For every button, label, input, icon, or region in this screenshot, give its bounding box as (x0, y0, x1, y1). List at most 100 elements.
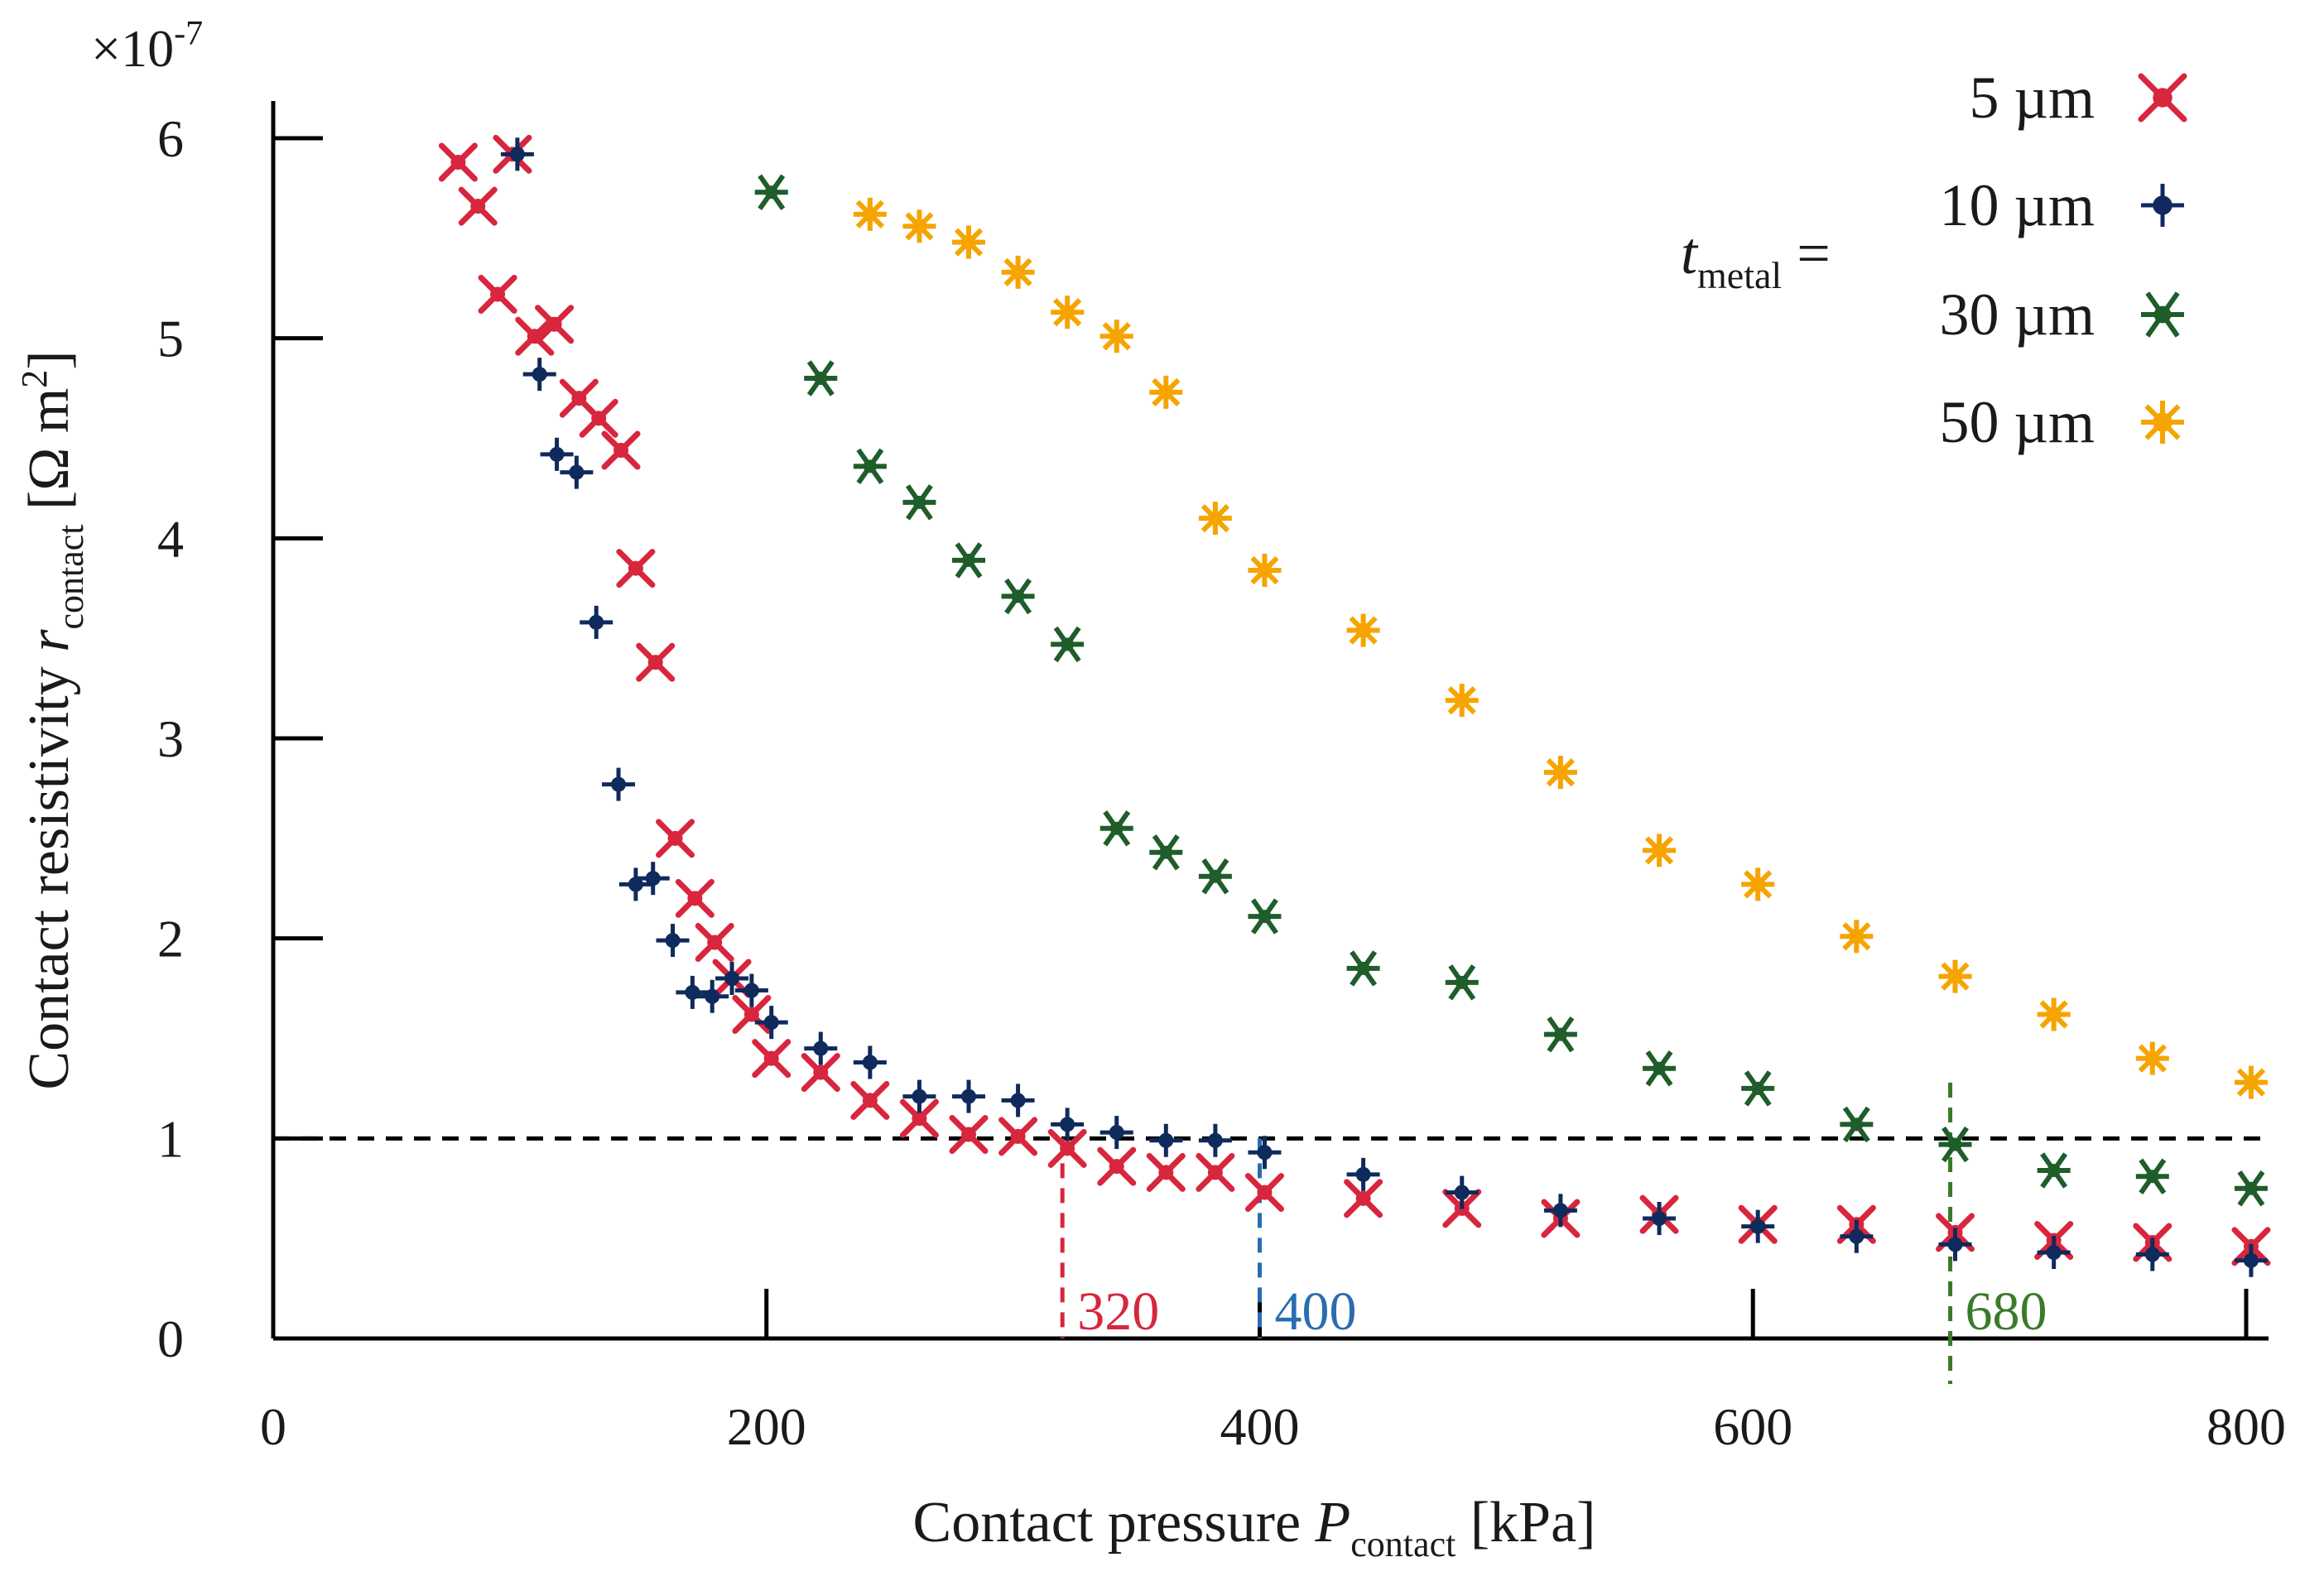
data-point (1643, 1050, 1677, 1087)
data-point (1643, 1202, 1677, 1235)
data-point (602, 767, 636, 801)
legend: tmetal = 5 µm 10 µm 30 µm 50 µm (1681, 65, 2187, 455)
data-point (1001, 578, 1035, 615)
x-axis-title: Contact pressure Pcontact [kPa] (913, 1491, 1596, 1564)
y-tick-label: 0 (157, 1309, 184, 1368)
data-point (1543, 1194, 1577, 1228)
data-point (1248, 1136, 1282, 1170)
data-point (1196, 1152, 1235, 1192)
data-point (734, 973, 768, 1007)
x-tick-label: 600 (1713, 1397, 1792, 1456)
data-point (1346, 1157, 1380, 1191)
data-point (902, 1079, 936, 1113)
legend-marker (2141, 401, 2184, 444)
legend-label: 30 µm (1940, 281, 2095, 348)
legend-label: 5 µm (1970, 65, 2095, 131)
data-point (618, 867, 652, 901)
data-point (732, 995, 772, 1034)
x-tick-label: 200 (727, 1397, 806, 1456)
data-point (850, 1080, 890, 1120)
legend-marker (2141, 291, 2184, 338)
y-tick-label: 1 (157, 1109, 184, 1168)
data-point (2135, 1237, 2169, 1271)
data-point (754, 174, 788, 210)
data-point (616, 549, 656, 589)
data-point (1248, 554, 1282, 587)
data-point (853, 448, 887, 485)
data-point (1445, 684, 1479, 718)
x-tick-label: 800 (2206, 1397, 2286, 1456)
legend-item: 50 µm (1940, 389, 2184, 455)
data-point (1938, 959, 1972, 993)
data-point (1543, 1016, 1577, 1053)
legend-label: 10 µm (1940, 172, 2095, 238)
data-point (998, 1117, 1038, 1156)
data-point (902, 209, 936, 243)
data-point (2234, 1243, 2268, 1277)
data-point (1047, 1128, 1087, 1168)
data-point (458, 186, 498, 226)
data-point (579, 398, 618, 438)
data-point (1198, 858, 1232, 895)
annotation-layer: 320 400 680 (1060, 1083, 2047, 1384)
series-2 (754, 174, 2268, 1207)
data-point (540, 437, 574, 471)
legend-item: 10 µm (1940, 172, 2184, 238)
legend-marker (2138, 73, 2187, 123)
data-point (656, 924, 690, 958)
data-point (1099, 810, 1133, 847)
data-point (1741, 1209, 1775, 1243)
data-point (1149, 375, 1183, 409)
data-point (1840, 1106, 1874, 1143)
series-3 (853, 197, 2268, 1099)
points-layer (438, 134, 2271, 1277)
data-point (853, 197, 887, 231)
data-point (1840, 920, 1874, 954)
data-point (636, 862, 670, 896)
data-point (804, 360, 838, 396)
data-point (1938, 1126, 1972, 1163)
data-point (1346, 613, 1380, 647)
y-multiplier: ×10-7 (91, 15, 203, 78)
data-point (952, 1079, 986, 1113)
data-point (2037, 1152, 2071, 1189)
x-tick-label: 400 (1220, 1397, 1300, 1456)
data-point (1741, 867, 1775, 901)
data-point (1149, 1123, 1183, 1157)
data-point (1248, 898, 1282, 935)
data-point (438, 142, 478, 182)
data-point (1051, 626, 1085, 663)
legend-label: 50 µm (1940, 389, 2095, 455)
data-point (899, 1098, 939, 1138)
data-point (535, 305, 575, 344)
data-point (1741, 1070, 1775, 1107)
data-point (952, 542, 986, 579)
legend-marker (2141, 184, 2184, 227)
y-tick-label: 6 (157, 109, 184, 168)
data-point (676, 975, 710, 1009)
y-ticks: 0 1 2 3 4 5 6 (157, 109, 323, 1368)
data-point (1445, 964, 1479, 1001)
x-ticks: 0 200 400 600 800 (260, 1289, 2286, 1456)
data-point (1344, 1179, 1383, 1218)
data-point (1149, 834, 1183, 871)
data-point (1643, 834, 1677, 867)
data-point (949, 1115, 989, 1154)
y-tick-label: 5 (157, 310, 184, 368)
data-point (2037, 997, 2071, 1031)
data-point (1146, 1152, 1186, 1192)
data-point (902, 484, 936, 521)
data-point (2135, 1158, 2169, 1194)
data-point (1840, 1219, 1874, 1253)
annotation-label-680: 680 (1966, 1281, 2047, 1342)
data-point (2135, 1041, 2169, 1075)
series-1 (500, 137, 2268, 1277)
data-point (601, 430, 641, 470)
data-point (1097, 1146, 1137, 1186)
data-point (580, 605, 613, 639)
data-point (1001, 1084, 1035, 1117)
data-point (1051, 1108, 1085, 1141)
x-tick-label: 0 (260, 1397, 286, 1456)
y-axis-title: Contact resistivity rcontact [Ω m2] (14, 350, 91, 1089)
